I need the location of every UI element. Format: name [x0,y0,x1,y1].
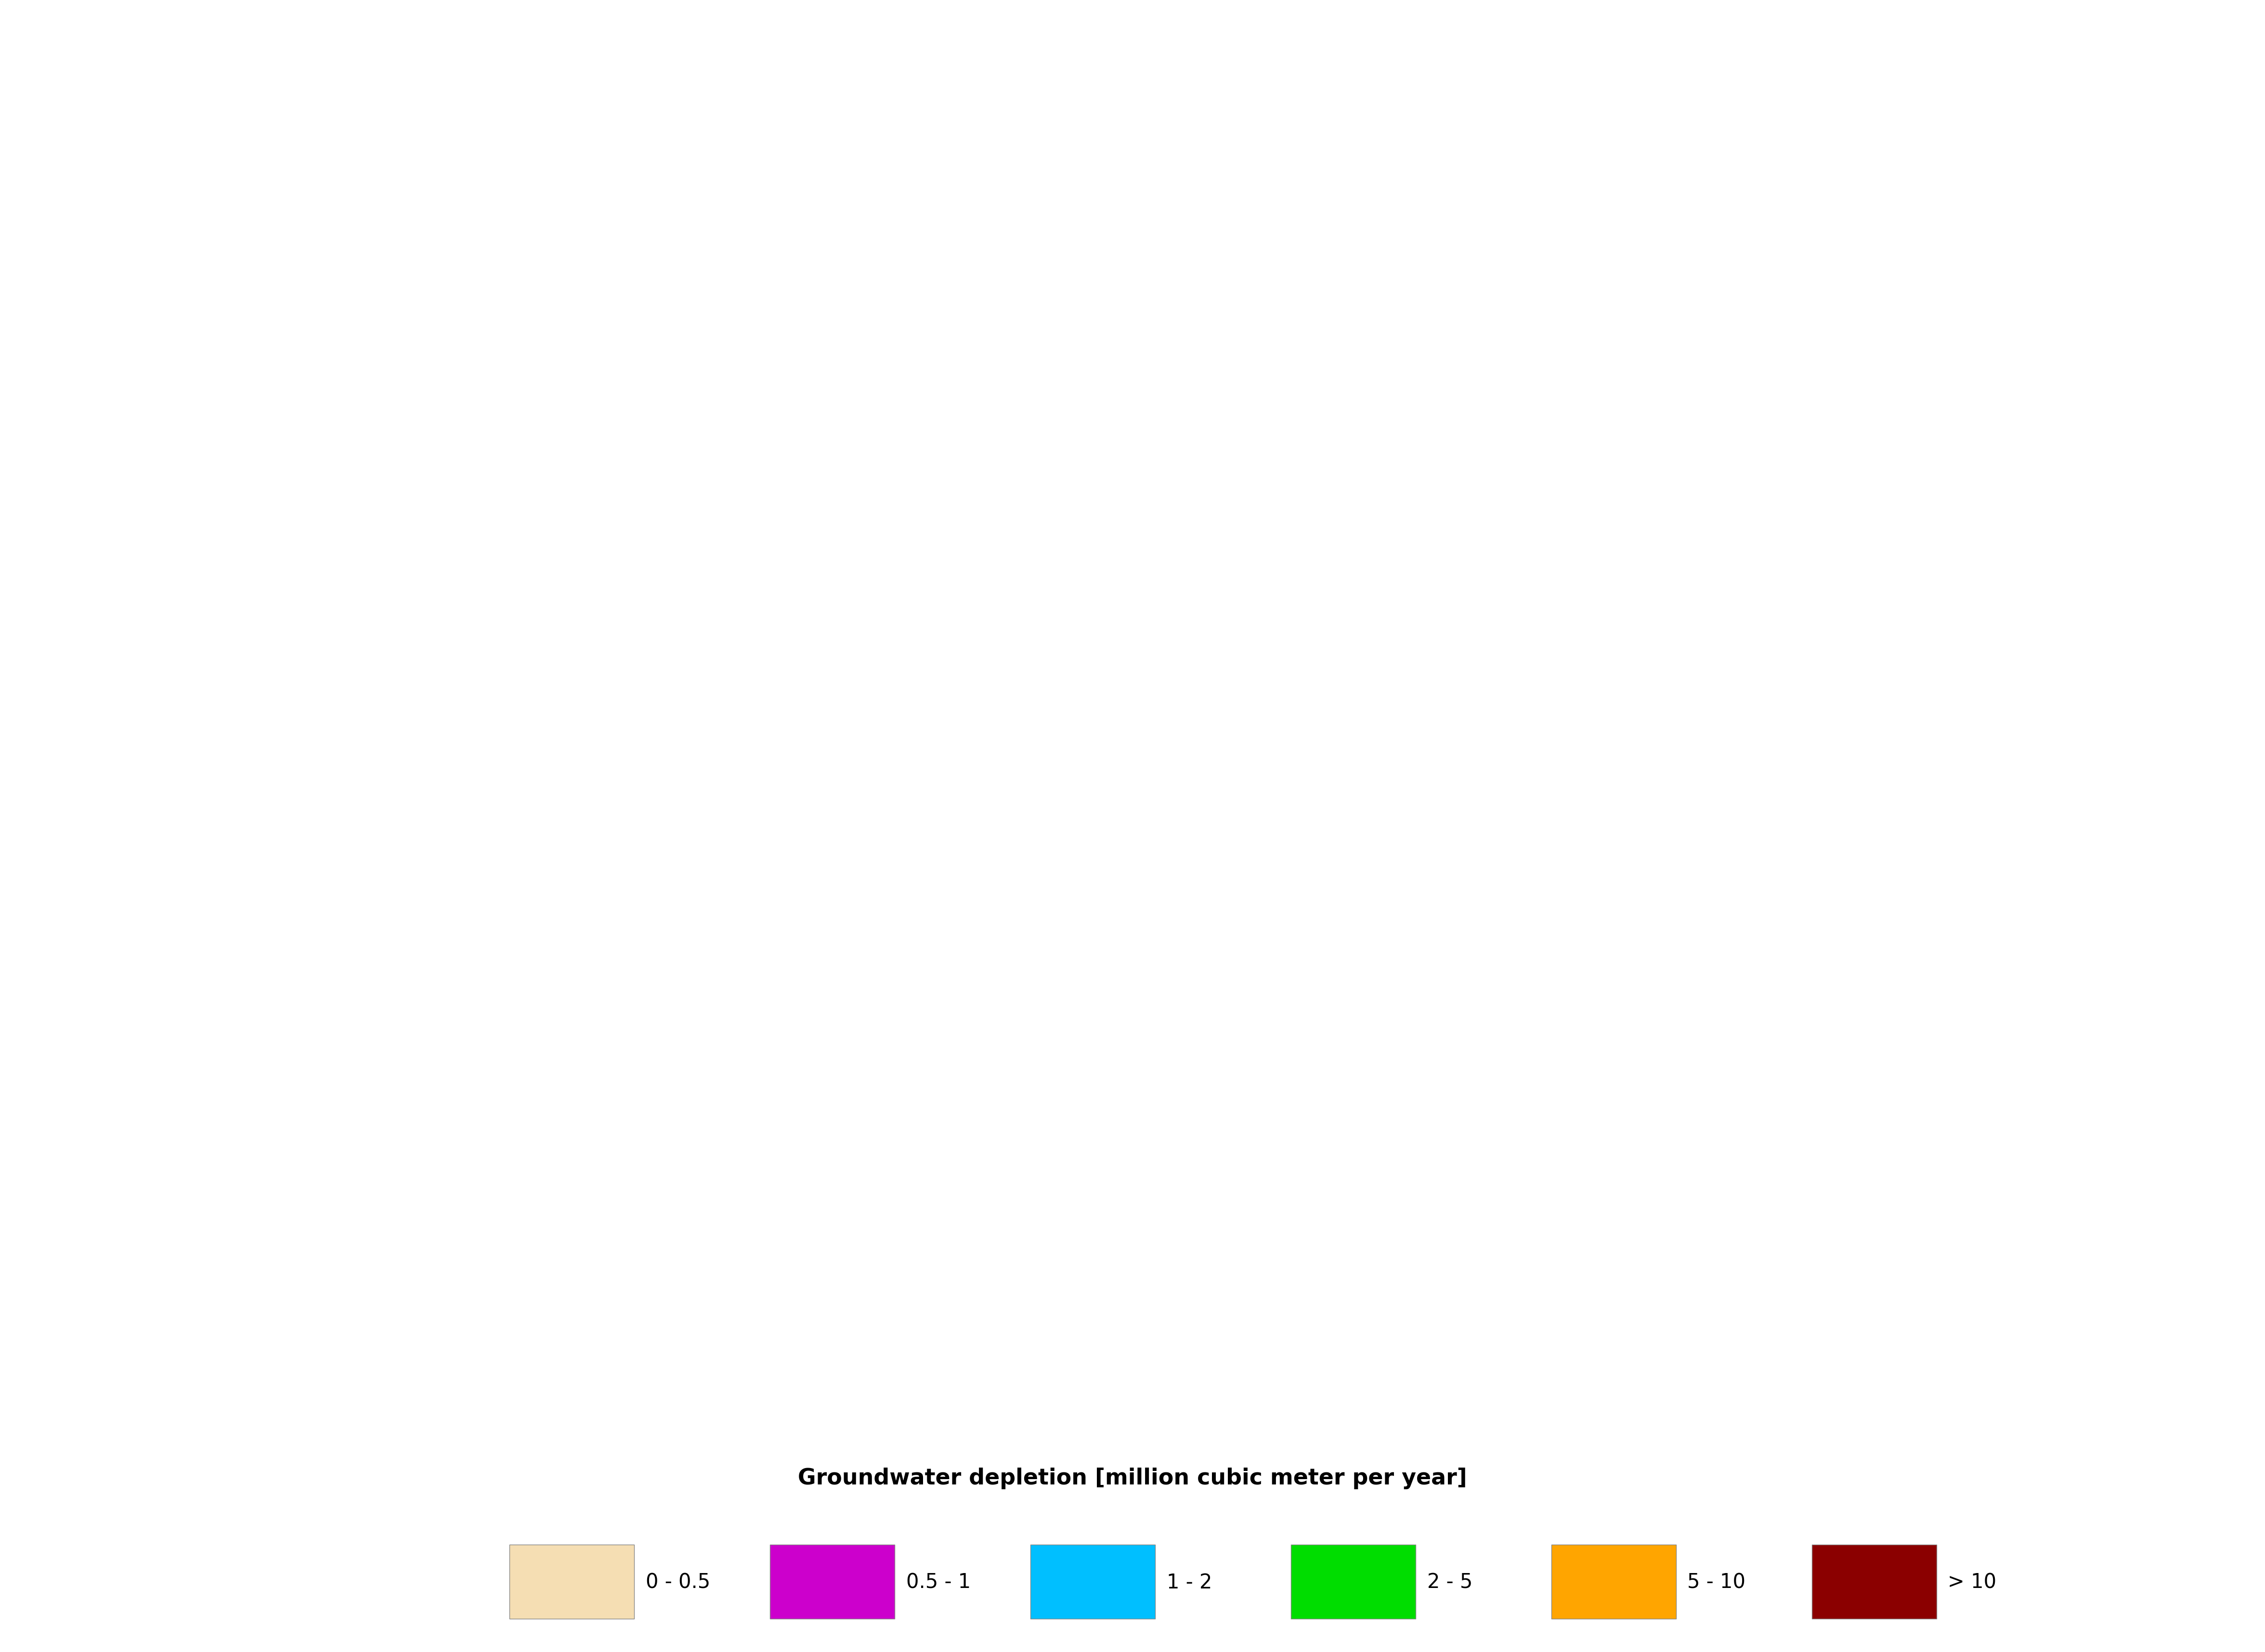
Text: 0.5 - 1: 0.5 - 1 [906,1573,972,1593]
Text: > 10: > 10 [1948,1573,1995,1593]
Text: 0 - 0.5: 0 - 0.5 [646,1573,711,1593]
Text: 1 - 2: 1 - 2 [1166,1573,1212,1593]
Text: 2 - 5: 2 - 5 [1427,1573,1472,1593]
Text: 5 - 10: 5 - 10 [1687,1573,1746,1593]
Text: Groundwater depletion [million cubic meter per year]: Groundwater depletion [million cubic met… [797,1467,1468,1490]
